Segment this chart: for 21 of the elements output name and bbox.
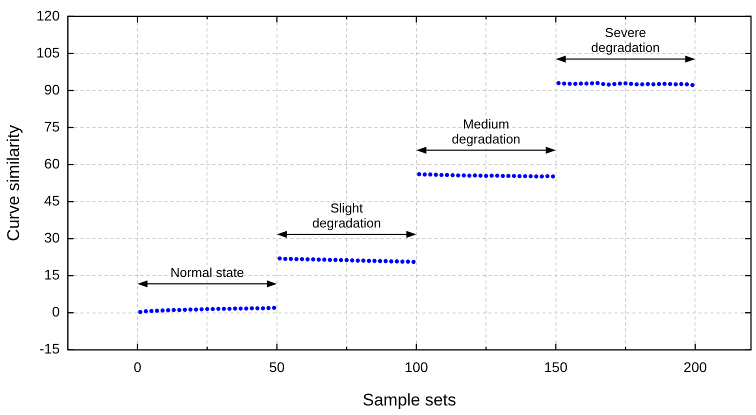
- x-tick-label: 150: [544, 359, 568, 376]
- y-tick-label: 0: [52, 304, 60, 320]
- x-tick-label: 200: [684, 359, 708, 376]
- annotation: Medium degradation: [452, 116, 520, 146]
- y-tick-label: -15: [40, 340, 60, 357]
- y-tick-label: 60: [44, 155, 60, 172]
- y-tick-label: 90: [44, 81, 60, 98]
- x-axis-title: Sample sets: [362, 390, 456, 410]
- y-tick-label: 105: [36, 44, 60, 60]
- annotation: Normal state: [170, 264, 244, 280]
- annotation: Severe degradation: [591, 25, 660, 56]
- x-tick-label: 0: [134, 359, 142, 376]
- y-tick-label: 45: [44, 192, 60, 208]
- annotation: Slight degradation: [312, 200, 381, 230]
- x-tick-label: 50: [269, 359, 285, 376]
- y-tick-label: 15: [44, 266, 60, 283]
- y-tick-label: 30: [44, 230, 60, 246]
- y-axis-title: Curve similarity: [4, 124, 23, 242]
- x-tick-label: 100: [404, 359, 428, 376]
- y-tick-label: 75: [44, 118, 60, 134]
- y-tick-label: 120: [36, 7, 60, 24]
